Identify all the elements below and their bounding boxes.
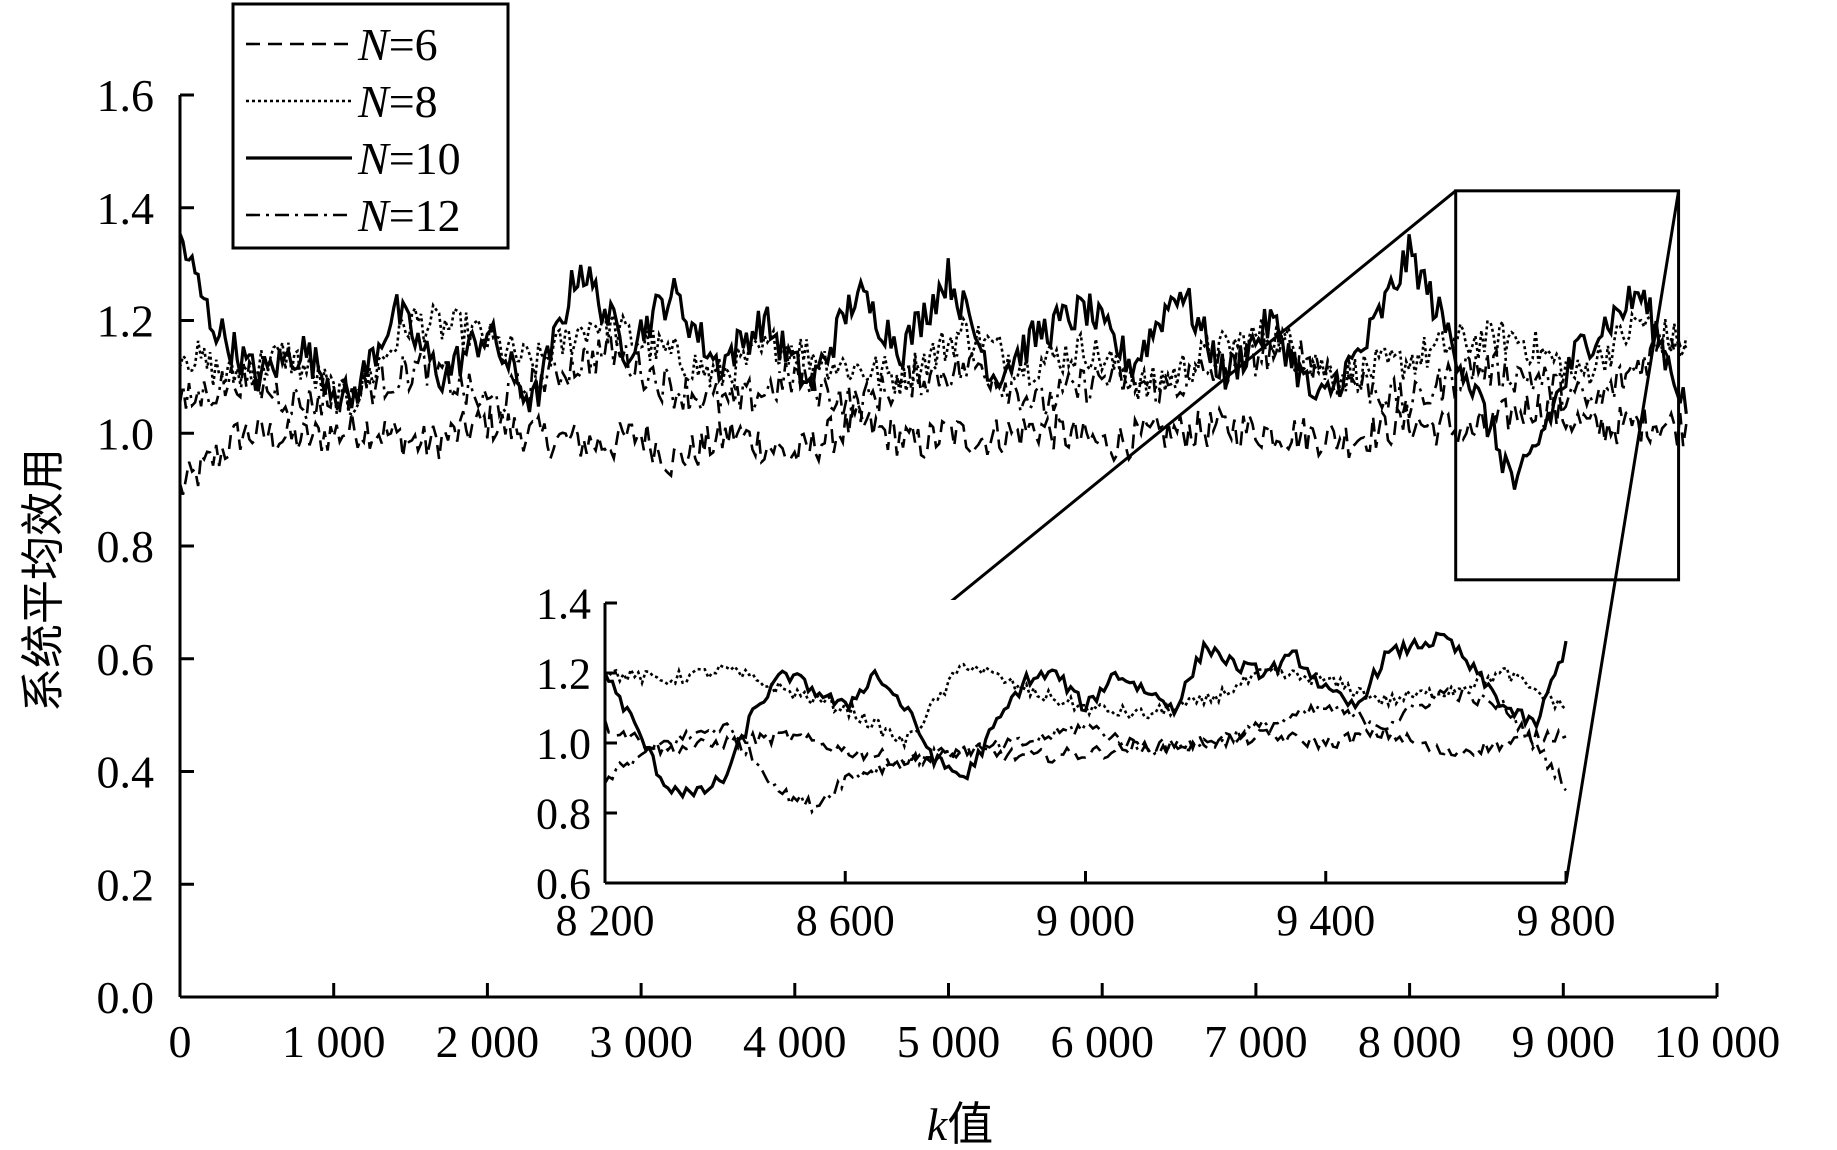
y-tick-label: 1.4 [536,579,591,628]
zoom-connector-right [1564,190,1681,884]
x-tick-label: 3 000 [589,1016,693,1067]
y-tick-label: 0.8 [536,789,591,838]
y-tick-label: 1.4 [97,183,155,234]
x-tick-label: 9 000 [1512,1016,1616,1067]
y-tick-label: 1.2 [536,649,591,698]
x-tick-label: 7 000 [1204,1016,1308,1067]
legend: N=6 N=8 N=10 N=12 [231,2,510,250]
y-tick-label: 0.6 [536,859,591,908]
series-line-n-10 [178,233,1688,490]
x-tick-label: 9 800 [1517,896,1616,945]
y-tick-label: 1.0 [536,719,591,768]
legend-label: N=10 [357,133,461,184]
x-tick-label: 5 000 [897,1016,1001,1067]
x-tick-label: 4 000 [743,1016,847,1067]
y-tick-label: 0.6 [97,634,155,685]
x-tick-label: 1 000 [282,1016,386,1067]
zoom-box [1454,189,1681,582]
x-tick-label: 0 [169,1016,192,1067]
series-line-n-12 [178,326,1688,423]
x-axis-title: k值 [927,1099,993,1150]
legend-label: N=12 [357,190,461,241]
x-tick-label: 9 000 [1036,896,1135,945]
series-line-n-8 [604,662,1567,751]
legend-label: N=6 [357,19,438,70]
y-tick-label: 1.2 [97,296,155,347]
y-tick-label: 0.0 [97,972,155,1023]
main-axes: 0.0 0.2 0.4 0.6 0.8 1.0 1.2 1.4 1.6 0 1 000 2 000 3 … [97,70,1781,1067]
series-line-n-12 [603,687,1567,815]
inset-axes: 0.6 0.8 1.0 1.2 1.4 8 200 8 600 9 000 9 400 9 800 [536,579,1616,945]
inset-series-group [603,631,1568,815]
y-tick-label: 0.4 [97,747,155,798]
x-tick-label: 9 400 [1276,896,1375,945]
x-tick-label: 8 600 [796,896,895,945]
y-axis-title: 系统平均效用 [19,448,68,712]
y-tick-label: 0.8 [97,521,155,572]
x-tick-label: 8 200 [556,896,655,945]
y-tick-label: 1.0 [97,408,155,459]
inset-chart: 0.6 0.8 1.0 1.2 1.4 8 200 8 600 9 000 9 400 9 800 [536,579,1616,945]
main-series-group [178,233,1688,495]
series-line-n-10 [603,631,1568,800]
legend-label: N=8 [357,76,438,127]
y-tick-label: 0.2 [97,859,155,910]
inset-background [605,600,1565,885]
x-tick-label: 8 000 [1358,1016,1462,1067]
series-line-n-6 [603,719,1567,768]
series-line-n-8 [178,301,1688,417]
x-tick-label: 10 000 [1654,1016,1781,1067]
x-tick-label: 6 000 [1050,1016,1154,1067]
series-line-n-6 [178,394,1688,495]
x-tick-label: 2 000 [436,1016,540,1067]
y-tick-label: 1.6 [97,70,155,121]
